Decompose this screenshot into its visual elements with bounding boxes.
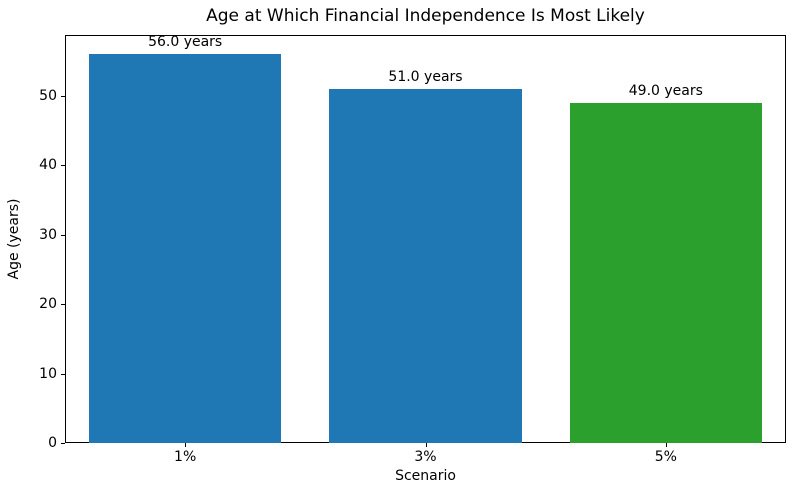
- bar-value-label: 51.0 years: [388, 69, 463, 86]
- bar-value-label: 49.0 years: [628, 83, 703, 99]
- bar-5%: [569, 103, 762, 443]
- bar-3%: [329, 89, 522, 443]
- chart-title: Age at Which Financial Independence Is M…: [206, 6, 645, 26]
- x-tick-mark: [425, 443, 427, 447]
- y-tick-mark: [61, 234, 65, 236]
- bar-value-label: 56.0 years: [148, 34, 223, 51]
- x-tick-mark: [665, 443, 667, 447]
- y-tick-mark: [61, 443, 65, 444]
- y-tick-label: 0: [48, 435, 57, 451]
- y-tick-label: 40: [39, 157, 57, 174]
- y-tick-mark: [61, 304, 65, 306]
- y-tick-label: 50: [39, 88, 57, 105]
- bar-1%: [89, 54, 282, 443]
- y-tick-label: 10: [39, 365, 57, 382]
- y-tick-mark: [61, 373, 65, 375]
- y-tick-label: 20: [39, 296, 57, 313]
- x-axis-label: Scenario: [395, 468, 456, 484]
- y-tick-mark: [61, 96, 65, 98]
- x-tick-label: 5%: [654, 449, 677, 465]
- x-tick-label: 1%: [174, 449, 197, 465]
- y-tick-label: 30: [39, 226, 57, 243]
- x-tick-mark: [185, 443, 187, 447]
- y-tick-mark: [61, 165, 65, 167]
- x-tick-label: 3%: [414, 449, 437, 465]
